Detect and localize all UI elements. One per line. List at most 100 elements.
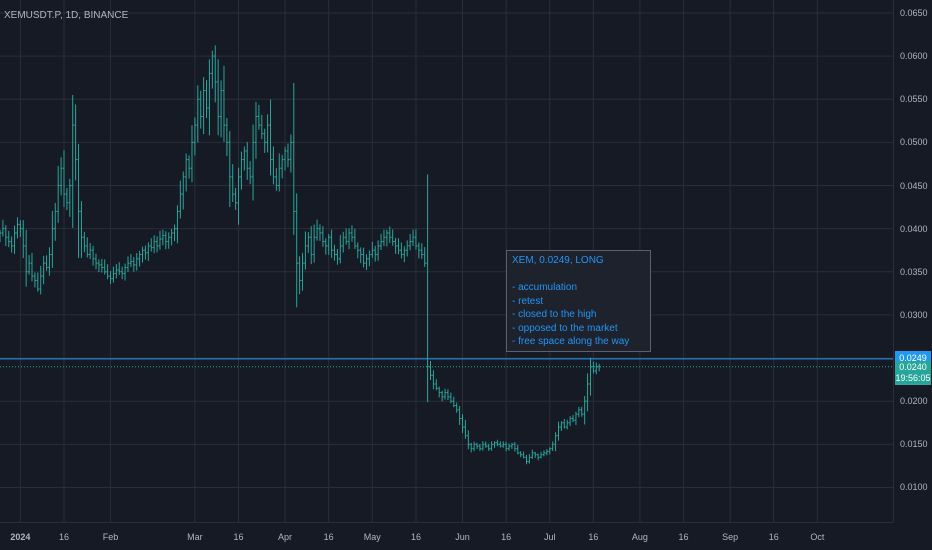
ohlc-bar: [45, 255, 48, 271]
ohlc-bar: [571, 414, 575, 423]
ohlc-bar: [350, 225, 354, 242]
ohlc-bar: [36, 272, 40, 292]
ohlc-bar: [74, 104, 77, 181]
x-tick-label: 2024: [10, 532, 31, 542]
ohlc-bar: [48, 247, 51, 276]
ohlc-bar: [408, 233, 412, 251]
ohlc-bar: [467, 430, 470, 450]
ohlc-bar: [560, 421, 563, 431]
ohlc-bar: [405, 240, 409, 257]
ohlc-bar: [557, 421, 560, 441]
ohlc-bar: [519, 451, 522, 458]
ohlc-bar: [510, 442, 514, 450]
ohlc-bar: [112, 266, 115, 283]
ohlc-bar: [202, 77, 205, 135]
ohlc-bar: [440, 390, 444, 402]
ohlc-bar: [216, 59, 220, 136]
ohlc-bar: [484, 441, 488, 448]
ohlc-bar: [94, 253, 98, 270]
price-axis[interactable]: 0.0650 0.0600 0.0550 0.0500 0.0450 0.0400 0.03…: [893, 0, 932, 522]
ohlc-bar: [7, 230, 11, 248]
trade-note[interactable]: XEM, 0.0249, LONG - accumulation - retes…: [506, 250, 651, 352]
x-tick-label: Jul: [543, 532, 556, 542]
ohlc-bar: [4, 225, 8, 247]
ohlc-bar: [179, 180, 182, 219]
ohlc-bar: [155, 236, 159, 253]
ohlc-bar: [176, 205, 179, 244]
ohlc-bar: [455, 402, 458, 413]
ohlc-bar: [432, 370, 435, 390]
ohlc-bar: [138, 250, 141, 267]
last-price-badge: 0.0240 19:56:05: [895, 360, 931, 385]
ohlc-bar: [213, 45, 217, 103]
ohlc-bar: [499, 441, 502, 448]
x-tick-label: 16: [410, 532, 421, 542]
note-line: - closed to the high: [512, 309, 597, 320]
ohlc-bar: [266, 114, 269, 153]
ohlc-bar: [516, 444, 520, 455]
ohlc-bar: [219, 80, 223, 138]
ohlc-bar: [170, 228, 173, 246]
ohlc-bar: [88, 243, 92, 260]
ohlc-bar: [68, 178, 72, 217]
ohlc-bar: [414, 229, 418, 250]
ohlc-bar: [53, 202, 57, 241]
ohlc-bar: [51, 210, 54, 268]
ohlc-bar: [327, 234, 330, 255]
ohlc-bar: [106, 264, 109, 280]
ohlc-bar: [211, 50, 214, 89]
ohlc-bar: [539, 451, 543, 459]
ohlc-bar: [536, 453, 540, 461]
ohlc-bar: [21, 220, 25, 259]
ohlc-bar: [301, 252, 304, 291]
ohlc-bar: [10, 236, 13, 253]
ohlc-bar: [97, 259, 101, 273]
ohlc-bar: [307, 232, 310, 253]
note-line: - retest: [512, 295, 544, 307]
ohlc-bar: [376, 240, 380, 261]
ohlc-bar: [234, 187, 237, 210]
ohlc-bar: [391, 229, 394, 246]
ohlc-bar: [289, 134, 293, 173]
time-axis[interactable]: 2024 16 Feb Mar 16 Apr 16 May 16 Jun 16 Jul 16 Aug 16 S…: [0, 522, 893, 550]
x-tick-label: 16: [501, 532, 512, 542]
ohlc-bar: [347, 228, 351, 250]
ohlc-bar: [193, 117, 197, 156]
ohlc-bar: [449, 392, 453, 404]
ohlc-bar: [420, 243, 424, 259]
ohlc-bar: [341, 231, 345, 253]
ohlc-bar: [199, 90, 203, 129]
ohlc-bar: [65, 187, 69, 210]
ohlc-bar: [589, 357, 592, 396]
ohlc-bar: [344, 228, 348, 245]
ohlc-bar: [129, 254, 133, 268]
ohlc-bar: [411, 229, 415, 247]
note-line: - opposed to the market: [512, 322, 618, 334]
ohlc-bar: [528, 454, 531, 464]
ohlc-bar: [208, 59, 211, 136]
ohlc-bar: [263, 128, 267, 153]
ohlc-bar: [362, 247, 365, 268]
ohlc-bar: [103, 259, 107, 275]
ohlc-bar: [469, 442, 473, 453]
ohlc-bar: [490, 441, 493, 451]
y-tick-label: 0.0150: [900, 439, 928, 450]
ohlc-bar: [388, 226, 392, 243]
ohlc-bar: [245, 141, 249, 180]
ohlc-bar: [315, 219, 319, 241]
ohlc-bar: [187, 155, 191, 179]
ohlc-bar: [91, 245, 95, 266]
y-tick-label: 0.0500: [900, 137, 928, 148]
ohlc-bar: [27, 254, 31, 275]
ohlc-bar: [109, 270, 112, 285]
ohlc-bar: [205, 80, 208, 119]
ohlc-bar: [356, 242, 360, 259]
ohlc-bar: [496, 439, 499, 447]
ohlc-bar: [158, 230, 162, 250]
ohlc-bar: [563, 418, 566, 429]
ohlc-bar: [574, 411, 578, 426]
ohlc-bar: [161, 229, 165, 246]
horizontal-lines: [0, 358, 893, 368]
ohlc-bar: [368, 250, 371, 267]
